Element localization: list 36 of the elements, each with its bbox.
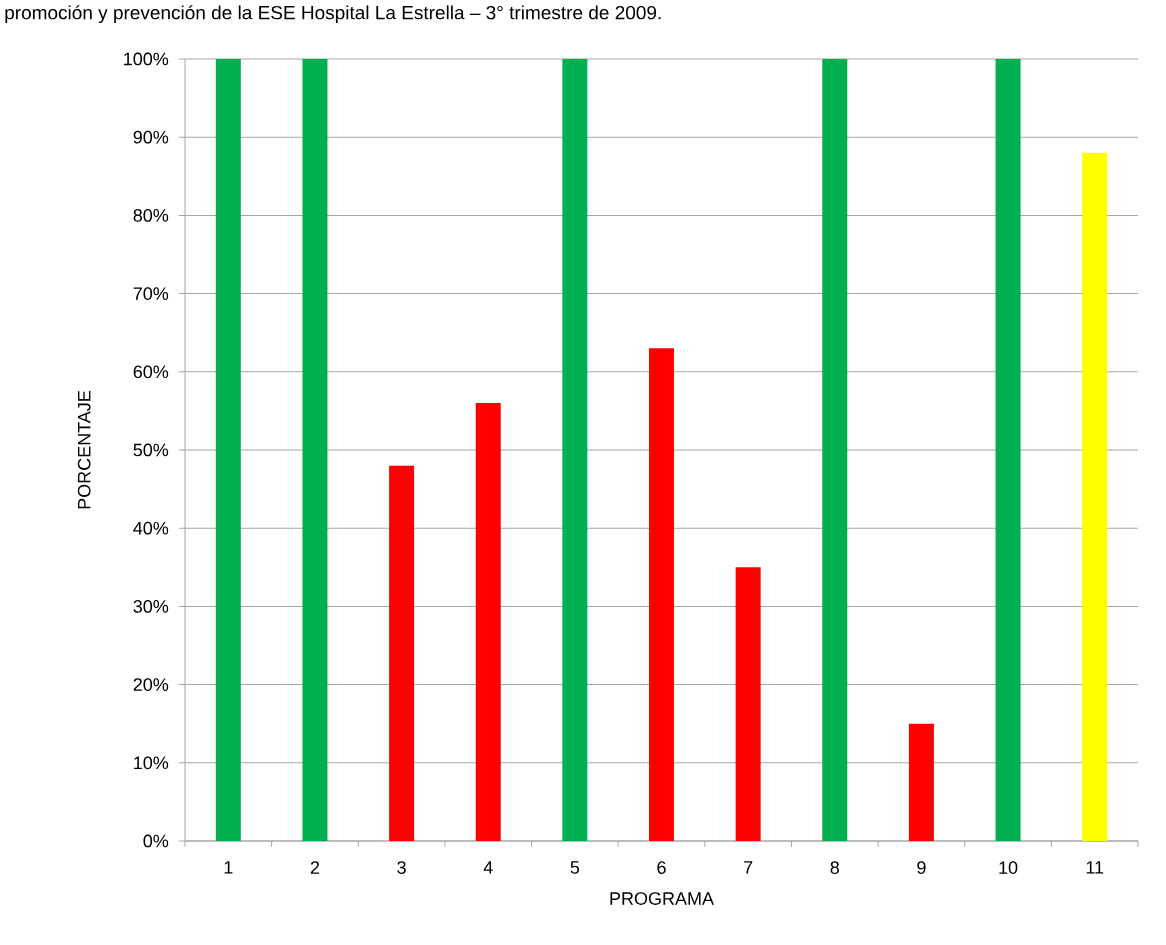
bar: [1082, 152, 1108, 841]
x-tick-label: 10: [999, 861, 1018, 874]
x-tick-label: 3: [397, 861, 406, 874]
bar: [908, 723, 934, 841]
bar: [475, 403, 501, 841]
x-tick-label: 9: [917, 861, 926, 874]
y-tick-label: 70%: [133, 287, 169, 300]
y-tick-label: 0%: [143, 834, 169, 848]
y-tick-label: 20%: [133, 678, 169, 691]
y-tick-label: 80%: [133, 209, 169, 222]
x-tick-label: 4: [483, 861, 493, 874]
bar: [995, 58, 1021, 841]
y-tick-label: 100%: [124, 52, 169, 66]
y-axis-title: PORCENTAJE: [77, 390, 91, 509]
bar: [562, 58, 588, 841]
x-tick-label: 2: [310, 861, 320, 874]
y-tick-label: 90%: [133, 130, 169, 144]
chart-title: promoción y prevención de la ESE Hospital La Estrella – 3° trimestre de 2009.: [5, 5, 661, 24]
y-tick-label: 40%: [133, 521, 169, 535]
bar: [389, 465, 415, 841]
y-tick-label: 60%: [133, 365, 169, 379]
bar: [735, 567, 761, 841]
bar: [302, 58, 328, 841]
bar: [649, 348, 675, 841]
y-tick-label: 30%: [133, 600, 169, 613]
x-tick-label: 11: [1086, 861, 1104, 874]
x-tick-label: 5: [570, 861, 580, 874]
y-tick-label: 50%: [133, 443, 169, 457]
x-tick-label: 1: [224, 861, 233, 874]
bar: [215, 58, 241, 841]
x-tick-label: 7: [744, 861, 753, 874]
x-axis-title: PROGRAMA: [610, 892, 714, 905]
bar: [822, 58, 848, 841]
x-tick-label: 6: [657, 861, 666, 874]
x-tick-label: 8: [830, 861, 840, 874]
y-tick-label: 10%: [134, 756, 169, 770]
